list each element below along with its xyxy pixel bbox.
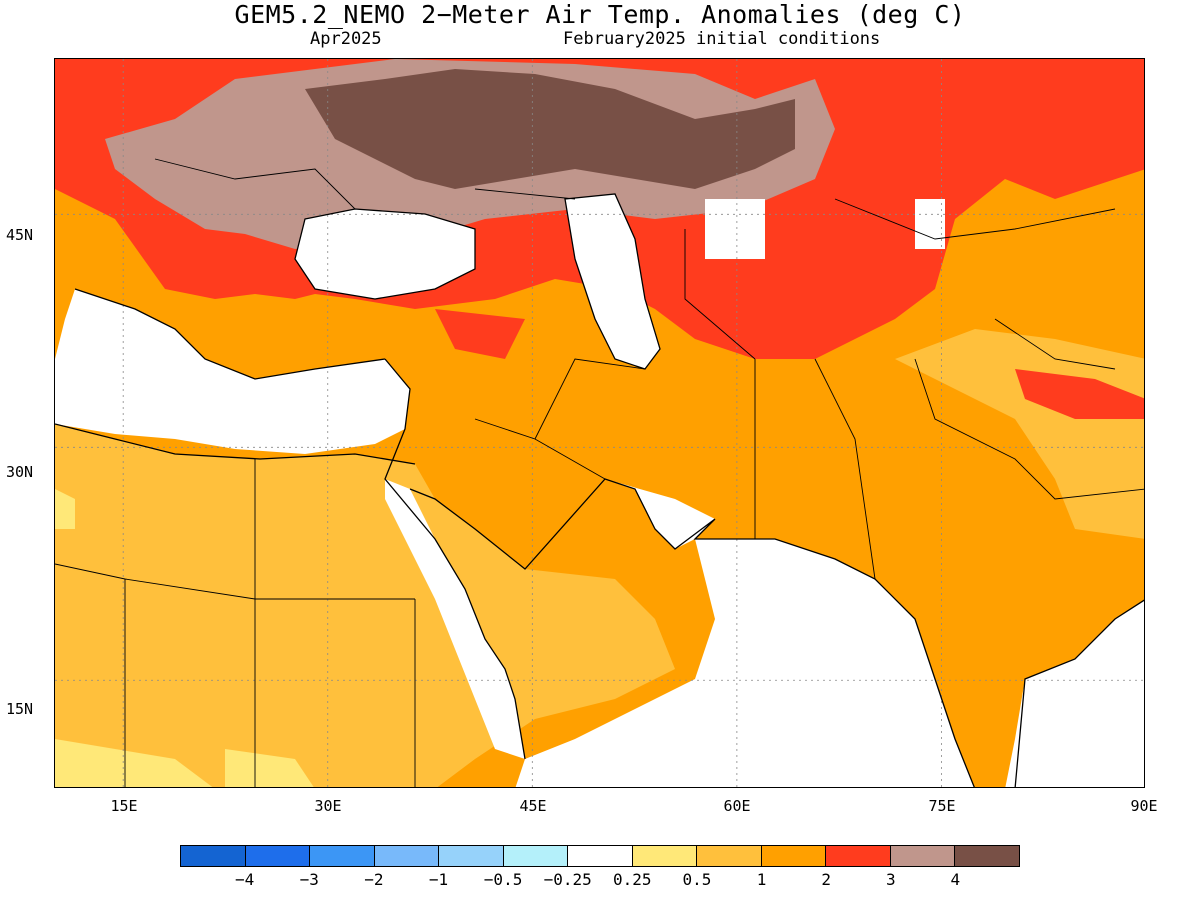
sudan-pale-anomaly	[225, 749, 314, 787]
colorbar-swatch-4	[439, 846, 504, 866]
colorbar-label-7: 0.5	[682, 870, 712, 889]
colorbar-swatch-8	[697, 846, 762, 866]
lon-label-75e: 75E	[928, 797, 956, 815]
black-sea	[295, 209, 475, 299]
colorbar-swatch-5	[503, 846, 569, 866]
colorbar-label-0: −4	[234, 870, 255, 889]
colorbar-label-9: 2	[821, 870, 831, 889]
colorbar-swatch-2	[310, 846, 375, 866]
africa-arabia-anomaly	[55, 424, 675, 787]
aral-sea	[705, 199, 765, 259]
colorbar-label-3: −1	[428, 870, 449, 889]
colorbar-swatch-9	[761, 846, 827, 866]
initial-conditions: February2025 initial conditions	[563, 29, 881, 49]
chart-title: GEM5.2_NEMO 2−Meter Air Temp. Anomalies …	[234, 0, 966, 29]
libya-pale-anomaly	[55, 489, 75, 529]
colorbar-swatch-0	[181, 846, 246, 866]
colorbar-swatch-7	[632, 846, 698, 866]
colorbar-swatch-12	[955, 846, 1019, 866]
lon-label-60e: 60E	[723, 797, 751, 815]
anomaly-map	[55, 59, 1144, 787]
colorbar-label-11: 4	[950, 870, 961, 889]
coastlines	[55, 193, 1144, 787]
colorbar-label-5: −0.25	[543, 870, 592, 889]
colorbar-label-1: −3	[299, 870, 319, 889]
lat-label-15n: 15N	[6, 700, 34, 718]
caspian-sea	[565, 194, 660, 369]
colorbar-swatch-11	[890, 846, 956, 866]
turkey-warm-anomaly	[435, 309, 525, 359]
mediterranean-sea	[55, 289, 410, 454]
colorbar-label-2: −2	[364, 870, 384, 889]
colorbar-swatch-6	[568, 846, 633, 866]
colorbar-swatch-3	[374, 846, 440, 866]
lon-label-45e: 45E	[519, 797, 547, 815]
lon-label-15e: 15E	[110, 797, 138, 815]
bay-of-bengal	[1005, 600, 1144, 787]
colorbar-label-8: 1	[756, 870, 767, 889]
lat-label-30n: 30N	[6, 463, 34, 481]
map-panel	[54, 58, 1145, 788]
ukraine-kazakhstan-extreme-anomaly	[305, 69, 795, 189]
tibet-warm-anomaly	[1015, 369, 1144, 419]
sahel-pale-anomaly	[55, 739, 213, 787]
graticule	[55, 59, 1144, 787]
colorbar-swatch-10	[826, 846, 891, 866]
persian-gulf	[605, 479, 715, 549]
colorbar-swatch-1	[245, 846, 311, 866]
colorbar-label-4: −0.5	[483, 870, 523, 889]
lat-label-45n: 45N	[6, 226, 34, 244]
forecast-month: Apr2025	[310, 29, 382, 49]
colorbar	[180, 845, 1020, 867]
red-sea	[385, 479, 525, 759]
lon-label-90e: 90E	[1130, 797, 1158, 815]
colorbar-label-6: 0.25	[613, 870, 652, 889]
arabian-sea	[515, 539, 975, 787]
country-borders	[55, 158, 1144, 787]
colorbar-label-10: 3	[885, 870, 896, 889]
lon-label-30e: 30E	[314, 797, 342, 815]
lake-balkhash	[915, 199, 945, 249]
